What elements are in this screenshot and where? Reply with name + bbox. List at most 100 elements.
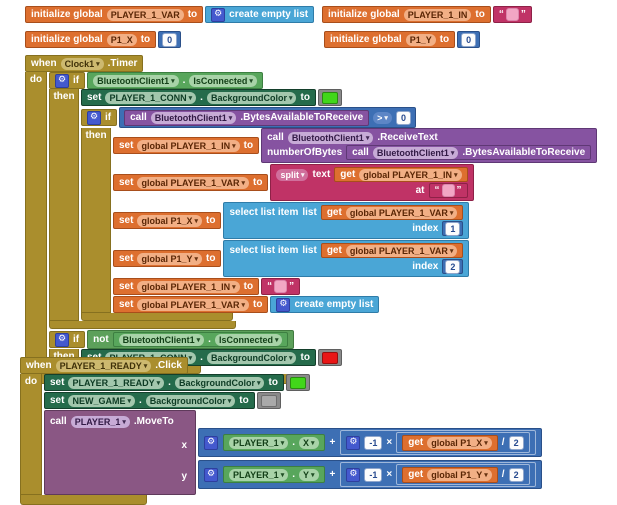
call-bytesavailable-block[interactable]: call BluetoothClient1 .BytesAvailableToR… [346, 145, 592, 160]
when-player-1-ready-click-block[interactable]: when PLAYER_1_READY .Click do set PLAYER… [20, 357, 542, 505]
empty-string-block[interactable] [261, 278, 301, 295]
variable-dropdown[interactable]: global P1_Y [137, 252, 202, 265]
number-field[interactable]: -1 [364, 467, 383, 482]
create-empty-list-block[interactable]: create empty list [270, 296, 380, 313]
component-dropdown[interactable]: PLAYER_1_CONN [105, 91, 197, 104]
number-field[interactable]: 0 [162, 32, 178, 47]
when-clock1-timer-block[interactable]: when Clock1 .Timer do if BluetoothClient… [25, 55, 598, 384]
property-dropdown[interactable]: BackgroundColor [145, 394, 236, 407]
split-dropdown[interactable]: split [276, 168, 309, 181]
number-block[interactable]: 0 [457, 31, 481, 48]
if-bytes-available-block[interactable]: if call BluetoothClient1 .BytesAvailable… [81, 107, 598, 321]
property-dropdown[interactable]: BackgroundColor [206, 351, 297, 364]
component-dropdown[interactable]: NEW_GAME [68, 394, 135, 407]
divide-block[interactable]: get global P1_Y / 2 [396, 464, 530, 485]
mutator-gear-icon[interactable] [55, 332, 69, 347]
string-text-field[interactable] [274, 280, 288, 293]
greater-than-block[interactable]: call BluetoothClient1 .BytesAvailableToR… [119, 107, 416, 128]
number-field[interactable]: 0 [395, 110, 411, 125]
mutator-gear-icon[interactable] [204, 435, 218, 450]
get-global-player-1-in-block[interactable]: get global PLAYER_1_IN [334, 167, 468, 182]
create-empty-list-block[interactable]: create empty list [205, 6, 315, 23]
variable-dropdown[interactable]: global PLAYER_1_IN [137, 280, 240, 293]
init-global-player-1-in-block[interactable]: initialize global PLAYER_1_IN to [322, 6, 491, 23]
multiply-block[interactable]: -1 × get global P1_Y / 2 [340, 462, 536, 487]
property-dropdown[interactable]: BackgroundColor [174, 376, 265, 389]
component-dropdown[interactable]: PLAYER_1_READY [55, 359, 152, 372]
number-field[interactable]: 2 [508, 467, 524, 482]
component-dropdown[interactable]: BluetoothClient1 [287, 131, 374, 144]
variable-name-field[interactable]: P1_Y [405, 33, 436, 46]
component-dropdown[interactable]: PLAYER_1_READY [68, 376, 165, 389]
variable-dropdown[interactable]: global PLAYER_1_IN [359, 168, 462, 181]
color-block-red[interactable] [317, 349, 342, 366]
init-global-p1-y-block[interactable]: initialize global P1_Y to [324, 31, 456, 48]
variable-dropdown[interactable]: global P1_X [137, 214, 202, 227]
set-global-p1-x-block[interactable]: set global P1_X to [113, 212, 222, 229]
set-backgroundcolor-block[interactable]: set PLAYER_1_CONN . BackgroundColor to [81, 89, 316, 106]
property-dropdown[interactable]: BackgroundColor [206, 91, 297, 104]
player-1-x-getter-block[interactable]: PLAYER_1 . X [223, 434, 325, 451]
if-block-foot[interactable] [49, 321, 236, 329]
string-text-field[interactable] [441, 184, 455, 197]
not-block[interactable]: not BluetoothClient1 . IsConnected [87, 330, 295, 349]
number-field[interactable]: 2 [445, 259, 461, 274]
set-global-player-1-var-block[interactable]: set global PLAYER_1_VAR to [113, 174, 269, 191]
number-field[interactable]: -1 [364, 435, 383, 450]
component-dropdown[interactable]: Clock1 [60, 57, 104, 70]
set-global-player-1-in-block[interactable]: set global PLAYER_1_IN to [113, 137, 260, 154]
number-field[interactable]: 0 [461, 32, 477, 47]
player-1-y-getter-block[interactable]: PLAYER_1 . Y [223, 466, 325, 483]
variable-dropdown[interactable]: global PLAYER_1_VAR [137, 176, 249, 189]
when-do-spine[interactable]: do [20, 374, 42, 495]
component-dropdown[interactable]: BluetoothClient1 [372, 146, 459, 159]
component-dropdown[interactable]: PLAYER_1 [70, 415, 130, 428]
if-header[interactable]: if [49, 72, 86, 89]
property-dropdown[interactable]: Y [299, 468, 319, 481]
component-dropdown[interactable]: PLAYER_1 [229, 436, 289, 449]
variable-name-field[interactable]: PLAYER_1_IN [403, 8, 472, 21]
when-click-header[interactable]: when PLAYER_1_READY .Click [20, 357, 188, 374]
if-then-spine[interactable]: then [49, 89, 79, 321]
variable-dropdown[interactable]: global PLAYER_1_VAR [137, 298, 249, 311]
number-block[interactable]: 1 [442, 221, 464, 236]
init-global-p1-x-block[interactable]: initialize global P1_X to [25, 31, 157, 48]
property-dropdown[interactable]: IsConnected [214, 333, 283, 346]
color-block-green[interactable] [285, 374, 310, 391]
number-field[interactable]: 1 [445, 221, 461, 236]
variable-dropdown[interactable]: global PLAYER_1_VAR [345, 206, 458, 219]
divide-block[interactable]: get global P1_X / 2 [396, 432, 530, 453]
component-dropdown[interactable]: BluetoothClient1 [93, 74, 179, 87]
if-connected-block[interactable]: if BluetoothClient1 . IsConnected then [49, 72, 598, 329]
number-block[interactable]: 2 [442, 259, 464, 274]
string-text-field[interactable] [505, 8, 519, 21]
set-backgroundcolor-block[interactable]: set PLAYER_1_READY . BackgroundColor to [44, 374, 284, 391]
mutator-gear-icon[interactable] [211, 7, 226, 22]
isconnected-getter-block[interactable]: BluetoothClient1 . IsConnected [87, 72, 263, 89]
call-receivetext-block[interactable]: call BluetoothClient1 .ReceiveText numbe… [261, 128, 598, 163]
variable-name-field[interactable]: P1_X [106, 33, 137, 46]
variable-dropdown[interactable]: global P1_Y [427, 468, 492, 481]
mutator-gear-icon[interactable] [346, 467, 361, 482]
mutator-gear-icon[interactable] [55, 73, 69, 88]
split-text-block[interactable]: split text get global PLAYER_1_IN [270, 164, 474, 201]
if-block-foot[interactable] [81, 313, 233, 321]
delimiter-string-block[interactable] [428, 183, 468, 198]
green-color-swatch[interactable] [289, 376, 306, 389]
init-global-player-1-var-block[interactable]: initialize global PLAYER_1_VAR to [25, 6, 204, 23]
when-do-spine[interactable]: do [25, 72, 47, 374]
variable-dropdown[interactable]: global PLAYER_1_VAR [345, 244, 458, 257]
mutator-gear-icon[interactable] [346, 435, 361, 450]
get-global-player-1-var-block[interactable]: get global PLAYER_1_VAR [320, 205, 464, 220]
set-global-p1-y-block[interactable]: set global P1_Y to [113, 250, 222, 267]
set-global-player-1-var-block[interactable]: set global PLAYER_1_VAR to [113, 296, 269, 313]
set-backgroundcolor-block[interactable]: set NEW_GAME . BackgroundColor to [44, 392, 255, 409]
when-block-foot[interactable] [20, 495, 147, 505]
mutator-gear-icon[interactable] [276, 297, 291, 312]
x-expression-block[interactable]: PLAYER_1 . X + -1 × get [198, 428, 542, 457]
component-dropdown[interactable]: PLAYER_1 [229, 468, 289, 481]
get-global-p1-x-block[interactable]: get global P1_X [402, 434, 498, 451]
when-clock1-timer-header[interactable]: when Clock1 .Timer [25, 55, 144, 72]
y-expression-block[interactable]: PLAYER_1 . Y + -1 × get [198, 460, 542, 489]
call-moveto-block[interactable]: call PLAYER_1 .MoveTo x y [44, 410, 196, 495]
